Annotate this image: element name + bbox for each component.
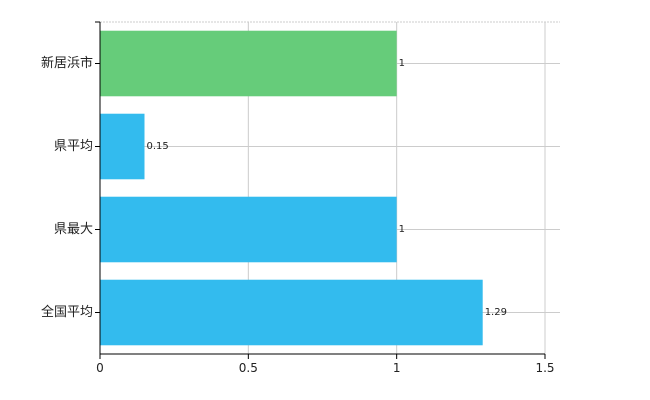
bar (100, 113, 145, 180)
data-labels: 1 0.15 1 1.29 (147, 58, 507, 318)
category-label: 新居浜市 (41, 55, 93, 71)
x-tick-labels: 0 0.5 1 1.5 (96, 361, 554, 375)
bar (100, 279, 483, 346)
x-tick-label: 1.5 (535, 361, 554, 375)
axes (95, 21, 546, 359)
data-label: 1 (399, 58, 405, 69)
data-label: 1 (399, 224, 405, 235)
data-label: 1.29 (485, 307, 507, 318)
category-label: 県最大 (54, 222, 93, 237)
x-tick-label: 0.5 (239, 361, 258, 375)
bar (100, 196, 397, 263)
x-tick-label: 0 (96, 361, 104, 375)
bar (100, 30, 397, 97)
category-label: 全国平均 (41, 304, 93, 320)
bars (100, 30, 483, 346)
x-tick-label: 1 (393, 361, 401, 375)
data-label: 0.15 (147, 141, 169, 152)
category-label: 県平均 (54, 139, 93, 154)
